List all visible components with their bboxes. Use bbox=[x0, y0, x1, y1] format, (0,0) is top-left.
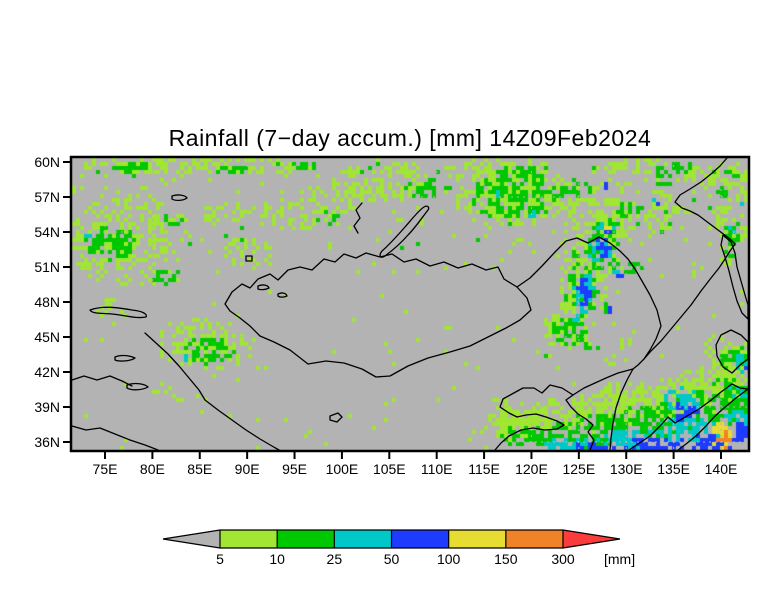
x-axis-tick-label: 140E bbox=[704, 461, 738, 477]
x-axis-tick-label: 75E bbox=[92, 461, 118, 477]
colorbar-tick-label: 300 bbox=[551, 551, 575, 567]
rainfall-raster bbox=[72, 158, 748, 450]
x-axis-tick-label: 120E bbox=[515, 461, 548, 477]
x-axis-tick-label: 95E bbox=[282, 461, 307, 477]
x-axis-tick-label: 115E bbox=[468, 461, 500, 477]
colorbar-segment bbox=[448, 530, 506, 548]
chart-title: Rainfall (7−day accum.) [mm] 14Z09Feb202… bbox=[168, 125, 652, 151]
x-axis-tick-label: 135E bbox=[657, 461, 690, 477]
y-axis-tick-label: 39N bbox=[34, 399, 60, 415]
y-axis-tick-label: 51N bbox=[34, 259, 60, 275]
y-axis-tick-label: 45N bbox=[34, 329, 60, 345]
x-axis-tick-label: 85E bbox=[187, 461, 213, 477]
colorbar-tick-label: 10 bbox=[269, 551, 285, 567]
colorbar-segment bbox=[220, 530, 278, 548]
colorbar-segment bbox=[505, 530, 563, 548]
y-axis-tick-label: 60N bbox=[34, 154, 60, 170]
colorbar-tick-label: 100 bbox=[436, 551, 461, 567]
y-axis-tick-label: 54N bbox=[34, 224, 60, 240]
x-axis-tick-label: 90E bbox=[234, 461, 260, 477]
colorbar-over-arrow bbox=[563, 530, 620, 548]
colorbar-segment bbox=[334, 530, 392, 548]
colorbar-segment bbox=[277, 530, 335, 548]
x-axis-tick-label: 110E bbox=[420, 461, 453, 477]
x-axis-tick-label: 125E bbox=[562, 461, 596, 477]
y-axis-tick-label: 48N bbox=[34, 294, 60, 310]
colorbar-tick-label: 50 bbox=[383, 551, 400, 567]
colorbar-under-arrow bbox=[163, 530, 220, 548]
y-axis-tick-label: 36N bbox=[34, 434, 60, 450]
colorbar-unit-label: [mm] bbox=[604, 551, 636, 567]
colorbar bbox=[162, 529, 621, 549]
x-axis-tick-label: 130E bbox=[609, 461, 643, 477]
x-axis-tick-label: 105E bbox=[372, 461, 406, 477]
colorbar-tick-label: 150 bbox=[494, 551, 518, 567]
y-axis-tick-label: 57N bbox=[34, 189, 60, 205]
x-axis-tick-label: 100E bbox=[325, 461, 359, 477]
colorbar-segment bbox=[391, 530, 449, 548]
y-axis-tick-label: 42N bbox=[34, 364, 60, 380]
colorbar-tick-label: 25 bbox=[326, 551, 343, 567]
x-axis-tick-label: 80E bbox=[139, 461, 165, 477]
colorbar-tick-label: 5 bbox=[216, 551, 224, 567]
